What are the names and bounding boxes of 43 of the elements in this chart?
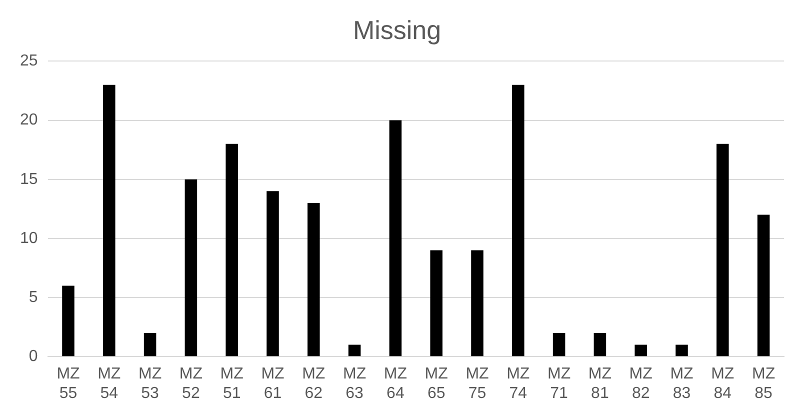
y-tick-label: 0: [28, 348, 38, 366]
bar: [594, 332, 606, 356]
bar: [512, 84, 524, 356]
bar: [184, 179, 198, 356]
x-tick-label: MZ 65: [424, 366, 448, 402]
bar: [62, 286, 74, 356]
x-tick-label: MZ 63: [342, 366, 366, 402]
x-tick-label: MZ 53: [138, 366, 162, 402]
x-tick-label: MZ 51: [220, 366, 244, 402]
chart-title: Missing: [352, 14, 442, 45]
x-tick-label: MZ 55: [56, 366, 80, 402]
x-tick-label: MZ 75: [466, 366, 490, 402]
bar: [308, 202, 320, 356]
x-tick-label: MZ 62: [302, 366, 326, 402]
x-tick-label: MZ 82: [629, 366, 653, 402]
bar: [103, 84, 116, 356]
y-tick-label: 10: [20, 230, 38, 247]
x-tick-label: MZ 83: [670, 366, 694, 402]
x-tick-label: MZ 54: [98, 366, 121, 402]
bar: [348, 344, 361, 356]
y-tick-label: 5: [28, 288, 38, 306]
bar: [757, 214, 770, 356]
bar: [716, 144, 729, 356]
x-tick-label: MZ 85: [752, 366, 776, 402]
bar: [552, 332, 566, 356]
bar: [389, 120, 402, 356]
x-tick-label: MZ 74: [506, 366, 530, 402]
x-tick-label: MZ 64: [384, 366, 408, 402]
y-tick-label: 20: [20, 112, 38, 129]
bar: [144, 332, 156, 356]
bar: [430, 250, 442, 356]
bar: [226, 144, 238, 356]
x-tick-label: MZ 61: [261, 366, 285, 402]
x-tick-label: MZ 84: [711, 366, 734, 402]
bar: [676, 344, 688, 356]
x-tick-label: MZ 81: [588, 366, 612, 402]
bar: [634, 344, 647, 356]
y-tick-label: 25: [20, 52, 38, 70]
x-tick-label: MZ 71: [547, 366, 571, 402]
y-tick-label: 15: [20, 170, 38, 188]
x-tick-label: MZ 52: [179, 366, 203, 402]
bar: [266, 191, 279, 356]
bar: [471, 250, 484, 356]
